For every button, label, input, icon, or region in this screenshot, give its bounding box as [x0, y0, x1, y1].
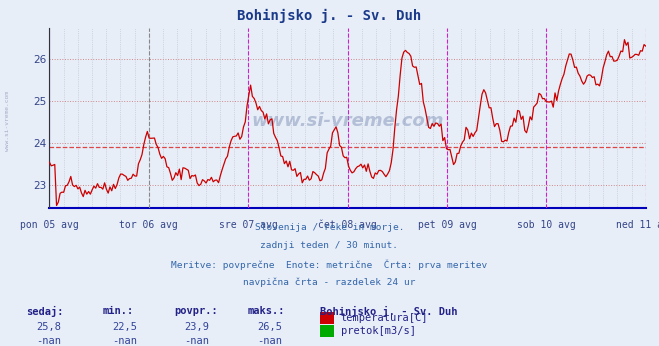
Text: Slovenija / reke in morje.: Slovenija / reke in morje.	[255, 223, 404, 232]
Text: -nan: -nan	[257, 336, 282, 346]
Text: tor 06 avg: tor 06 avg	[119, 220, 178, 230]
Text: sedaj:: sedaj:	[26, 306, 64, 317]
Text: povpr.:: povpr.:	[175, 306, 218, 316]
Text: 25,8: 25,8	[36, 322, 61, 333]
Text: ned 11 avg: ned 11 avg	[616, 220, 659, 230]
Text: navpična črta - razdelek 24 ur: navpična črta - razdelek 24 ur	[243, 277, 416, 286]
Text: min.:: min.:	[102, 306, 133, 316]
Text: www.si-vreme.com: www.si-vreme.com	[251, 112, 444, 130]
Text: pet 09 avg: pet 09 avg	[418, 220, 476, 230]
Text: pretok[m3/s]: pretok[m3/s]	[341, 327, 416, 336]
Text: -nan: -nan	[185, 336, 210, 346]
Text: -nan: -nan	[112, 336, 137, 346]
Text: 23,9: 23,9	[185, 322, 210, 333]
Text: Bohinjsko j. - Sv. Duh: Bohinjsko j. - Sv. Duh	[237, 9, 422, 23]
Text: Meritve: povprečne  Enote: metrične  Črta: prva meritev: Meritve: povprečne Enote: metrične Črta:…	[171, 259, 488, 270]
Text: www.si-vreme.com: www.si-vreme.com	[5, 91, 11, 151]
Text: zadnji teden / 30 minut.: zadnji teden / 30 minut.	[260, 241, 399, 250]
Text: maks.:: maks.:	[247, 306, 285, 316]
Text: sob 10 avg: sob 10 avg	[517, 220, 576, 230]
Text: pon 05 avg: pon 05 avg	[20, 220, 79, 230]
Text: temperatura[C]: temperatura[C]	[341, 313, 428, 323]
Text: čet 08 avg: čet 08 avg	[318, 220, 377, 230]
Text: -nan: -nan	[36, 336, 61, 346]
Text: Bohinjsko j. - Sv. Duh: Bohinjsko j. - Sv. Duh	[320, 306, 457, 317]
Text: sre 07 avg: sre 07 avg	[219, 220, 277, 230]
Text: 26,5: 26,5	[257, 322, 282, 333]
Text: 22,5: 22,5	[112, 322, 137, 333]
